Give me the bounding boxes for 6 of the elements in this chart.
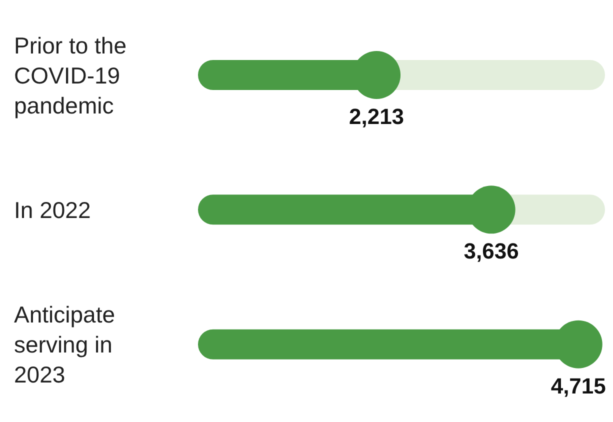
- data-label: 4,715: [550, 373, 606, 398]
- y-tick-label: Prior to the COVID-19 pandemic: [14, 32, 126, 118]
- y-tick-label: Anticipate serving in 2023: [14, 302, 116, 388]
- data-label: 2,213: [349, 104, 404, 129]
- data-label: 3,636: [464, 238, 519, 264]
- y-tick-label: In 2022: [14, 197, 91, 223]
